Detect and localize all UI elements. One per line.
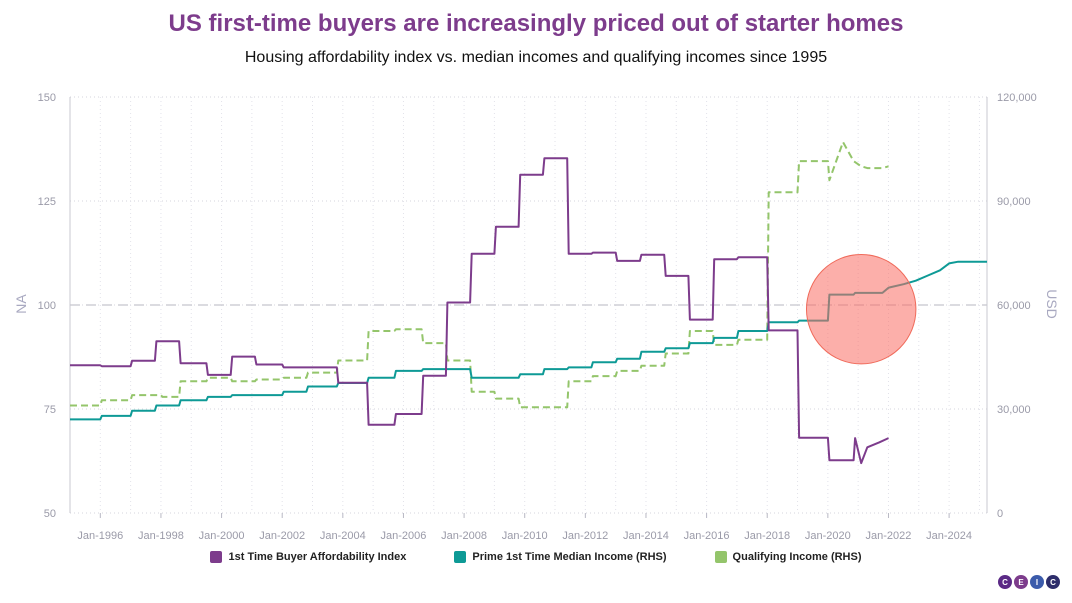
right-tick-label: 0 [997,508,1003,520]
x-tick-label: Jan-1998 [138,530,184,542]
left-tick-label: 100 [38,300,56,312]
legend-swatch [210,551,223,563]
right-tick-label: 30,000 [997,404,1031,416]
x-tick-label: Jan-2018 [744,530,790,542]
x-tick-label: Jan-2000 [199,530,245,542]
right-tick-label: 90,000 [997,196,1031,208]
legend-item-qualifying-income[interactable]: Qualifying Income (RHS) [714,551,862,563]
left-tick-label: 125 [38,196,56,208]
x-tick-label: Jan-2006 [381,530,427,542]
chart-subtitle: Housing affordability index vs. median i… [244,49,828,66]
logo-letter: C [1046,575,1060,589]
legend: 1st Time Buyer Affordability Index Prime… [0,551,1072,563]
logo-letter: C [998,575,1012,589]
x-tick-label: Jan-2024 [926,530,972,542]
left-tick-label: 50 [44,508,56,520]
left-tick-label: 150 [38,92,56,104]
x-tick-label: Jan-2016 [684,530,730,542]
x-tick-label: Jan-1996 [77,530,123,542]
logo-letter: E [1014,575,1028,589]
x-tick-label: Jan-2014 [623,530,669,542]
series-line-1st-time-buyer-affordability-index [70,157,889,465]
legend-swatch [454,551,467,563]
x-tick-label: Jan-2008 [441,530,487,542]
x-tick-label: Jan-2012 [562,530,608,542]
legend-item-affordability-index[interactable]: 1st Time Buyer Affordability Index [210,551,406,563]
axes: 50 75 100 125 150 0 30,000 60,000 90,000 120,000 J… [38,92,1037,542]
legend-label: 1st Time Buyer Affordability Index [228,551,407,563]
legend-label: Prime 1st Time Median Income (RHS) [472,551,667,563]
x-tick-label: Jan-2004 [320,530,366,542]
x-tick-label: Jan-2002 [259,530,305,542]
highlight-group [805,253,917,365]
highlight-circle [805,253,917,365]
x-tick-label: Jan-2010 [502,530,548,542]
legend-label: Qualifying Income (RHS) [732,551,862,563]
right-axis-title: USD [1044,289,1060,319]
logo-letter: I [1030,575,1044,589]
legend-swatch [714,551,727,563]
x-tick-label: Jan-2022 [866,530,912,542]
legend-item-median-income[interactable]: Prime 1st Time Median Income (RHS) [454,551,667,563]
x-tick-label: Jan-2020 [805,530,851,542]
ceic-logo: C E I C [998,575,1060,589]
chart-title: US first-time buyers are increasingly pr… [168,10,904,37]
right-tick-label: 60,000 [997,300,1031,312]
left-axis-title: NA [13,294,29,314]
left-tick-label: 75 [44,404,56,416]
right-tick-label: 120,000 [997,92,1037,104]
series-line-qualifying-income-rhs [70,141,889,409]
